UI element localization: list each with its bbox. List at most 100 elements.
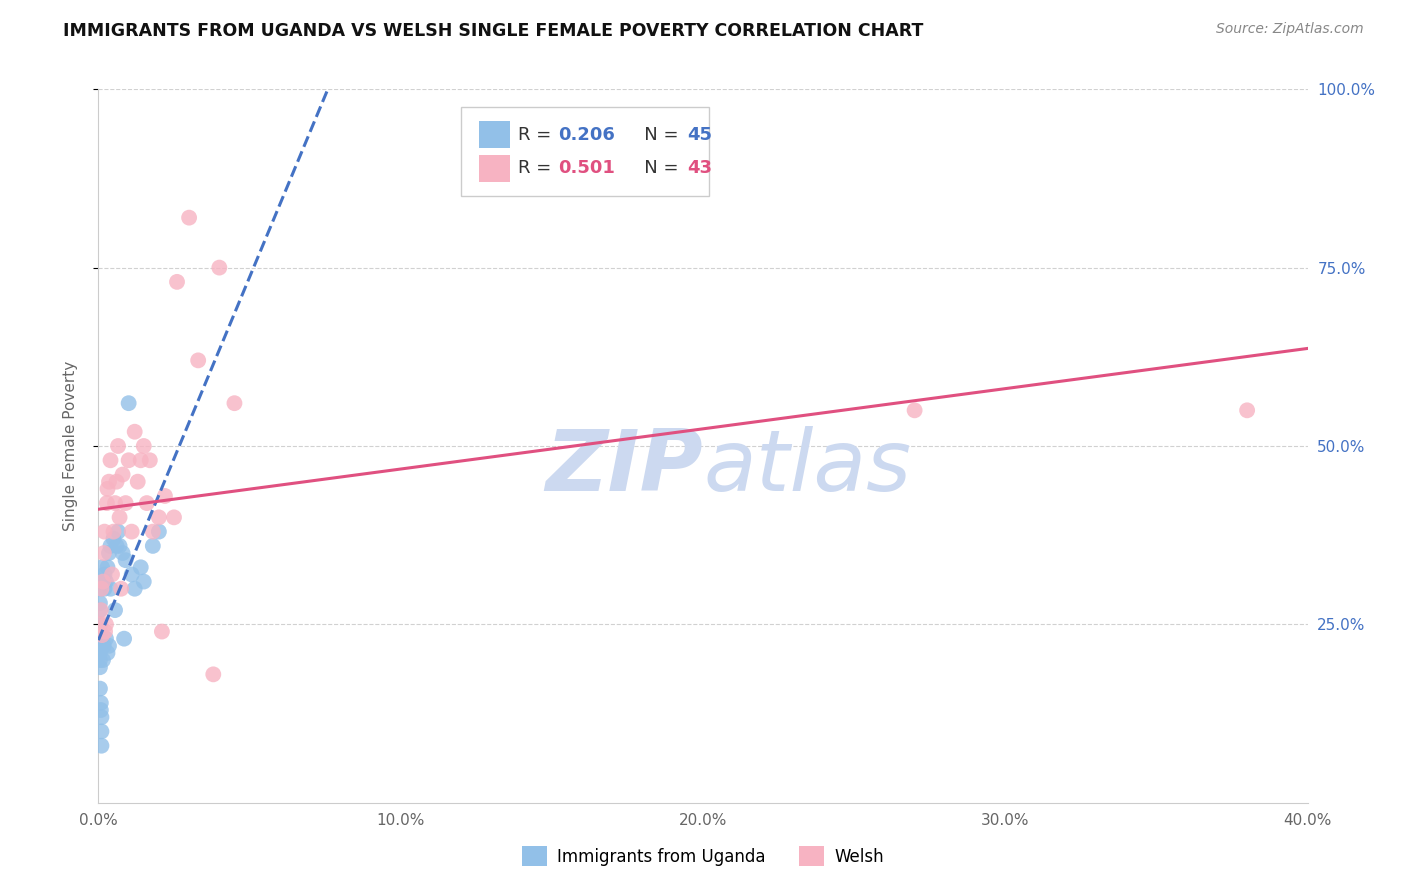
Point bbox=[91, 653, 114, 667]
Point bbox=[89, 582, 111, 596]
Point bbox=[108, 539, 131, 553]
Point bbox=[94, 624, 117, 639]
Y-axis label: Single Female Poverty: Single Female Poverty bbox=[63, 361, 77, 531]
Point bbox=[121, 567, 143, 582]
Point bbox=[90, 603, 112, 617]
Point bbox=[90, 582, 112, 596]
Point bbox=[179, 211, 201, 225]
Point bbox=[107, 439, 129, 453]
Point bbox=[90, 710, 112, 724]
Point bbox=[208, 260, 231, 275]
Legend: Immigrants from Uganda, Welsh: Immigrants from Uganda, Welsh bbox=[516, 839, 890, 873]
Point bbox=[129, 560, 152, 574]
Text: R =: R = bbox=[517, 126, 557, 144]
FancyBboxPatch shape bbox=[461, 107, 709, 196]
Bar bbox=[479, 155, 509, 182]
Point bbox=[89, 660, 111, 674]
Point bbox=[104, 496, 127, 510]
Point bbox=[129, 453, 152, 467]
Point bbox=[224, 396, 246, 410]
Point bbox=[103, 524, 125, 539]
Point bbox=[89, 617, 111, 632]
Point bbox=[139, 453, 162, 467]
Point bbox=[142, 539, 165, 553]
Point bbox=[98, 475, 121, 489]
Point bbox=[94, 632, 117, 646]
Point bbox=[904, 403, 927, 417]
Point bbox=[118, 453, 141, 467]
Point bbox=[1236, 403, 1258, 417]
Point bbox=[89, 617, 111, 632]
Point bbox=[104, 603, 127, 617]
Text: IMMIGRANTS FROM UGANDA VS WELSH SINGLE FEMALE POVERTY CORRELATION CHART: IMMIGRANTS FROM UGANDA VS WELSH SINGLE F… bbox=[63, 22, 924, 40]
Point bbox=[121, 524, 143, 539]
Point bbox=[98, 639, 121, 653]
Point bbox=[89, 681, 111, 696]
Point bbox=[202, 667, 225, 681]
Point bbox=[89, 596, 111, 610]
Text: 43: 43 bbox=[688, 160, 713, 178]
Point bbox=[187, 353, 209, 368]
Text: R =: R = bbox=[517, 160, 557, 178]
Point bbox=[132, 439, 155, 453]
Point bbox=[114, 553, 136, 567]
Text: atlas: atlas bbox=[703, 425, 911, 509]
Point bbox=[93, 546, 115, 560]
Point bbox=[89, 639, 111, 653]
Point bbox=[100, 582, 122, 596]
Point bbox=[91, 560, 114, 574]
Point bbox=[114, 496, 136, 510]
Point bbox=[89, 646, 111, 660]
Point bbox=[90, 724, 112, 739]
Point bbox=[127, 475, 149, 489]
Point bbox=[91, 628, 114, 642]
Point bbox=[96, 560, 118, 574]
Point bbox=[105, 539, 128, 553]
Point bbox=[110, 582, 132, 596]
Point bbox=[135, 496, 157, 510]
Point bbox=[93, 524, 115, 539]
Point bbox=[111, 546, 134, 560]
Point bbox=[91, 574, 114, 589]
Point bbox=[148, 510, 170, 524]
Point bbox=[163, 510, 186, 524]
Point bbox=[124, 425, 146, 439]
Point bbox=[132, 574, 155, 589]
Point bbox=[148, 524, 170, 539]
Text: 0.206: 0.206 bbox=[558, 126, 614, 144]
Point bbox=[118, 396, 141, 410]
Point bbox=[142, 524, 165, 539]
Point bbox=[111, 467, 134, 482]
Text: N =: N = bbox=[627, 126, 685, 144]
Point bbox=[105, 475, 128, 489]
Point bbox=[93, 582, 115, 596]
Point bbox=[96, 646, 118, 660]
Point bbox=[101, 567, 124, 582]
Text: 45: 45 bbox=[688, 126, 713, 144]
Point bbox=[90, 696, 112, 710]
Point bbox=[91, 639, 114, 653]
Point bbox=[93, 639, 115, 653]
Point bbox=[91, 574, 114, 589]
Point bbox=[96, 496, 118, 510]
Point bbox=[89, 603, 111, 617]
Point bbox=[100, 453, 122, 467]
Point bbox=[90, 703, 112, 717]
Text: Source: ZipAtlas.com: Source: ZipAtlas.com bbox=[1216, 22, 1364, 37]
Text: N =: N = bbox=[627, 160, 685, 178]
Point bbox=[108, 510, 131, 524]
Point bbox=[103, 532, 125, 546]
Point bbox=[166, 275, 188, 289]
Text: 0.501: 0.501 bbox=[558, 160, 614, 178]
Point bbox=[107, 524, 129, 539]
Point bbox=[93, 567, 115, 582]
Point bbox=[124, 582, 146, 596]
Point bbox=[98, 546, 121, 560]
Point bbox=[89, 628, 111, 642]
Point bbox=[96, 482, 118, 496]
Point bbox=[112, 632, 135, 646]
Point bbox=[90, 739, 112, 753]
Point bbox=[150, 624, 173, 639]
Text: ZIP: ZIP bbox=[546, 425, 703, 509]
Point bbox=[89, 653, 111, 667]
